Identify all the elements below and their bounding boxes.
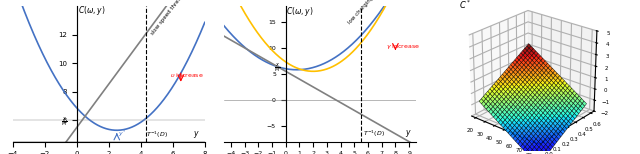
Text: $y^*$: $y^*$ — [118, 129, 127, 139]
Text: $T^{-1}(D)$: $T^{-1}(D)$ — [147, 130, 168, 140]
Text: slow speed threshold: slow speed threshold — [150, 0, 189, 36]
Text: $\frac{x}{M}$: $\frac{x}{M}$ — [61, 115, 67, 128]
Text: $T^{-1}(D)$: $T^{-1}(D)$ — [362, 129, 385, 139]
Text: low charging rate threshold: low charging rate threshold — [348, 0, 402, 25]
Text: $\frac{x}{M}$: $\frac{x}{M}$ — [274, 61, 280, 74]
Text: $C^*$: $C^*$ — [460, 0, 472, 11]
Text: $y$: $y$ — [405, 128, 412, 139]
Text: $C(\omega, y)$: $C(\omega, y)$ — [287, 5, 314, 18]
Text: $\gamma$ increase: $\gamma$ increase — [386, 42, 420, 51]
Text: $y$: $y$ — [193, 129, 200, 140]
Text: $C(\omega, y)$: $C(\omega, y)$ — [77, 4, 105, 17]
Text: $\upsilon$ increase: $\upsilon$ increase — [170, 71, 204, 79]
